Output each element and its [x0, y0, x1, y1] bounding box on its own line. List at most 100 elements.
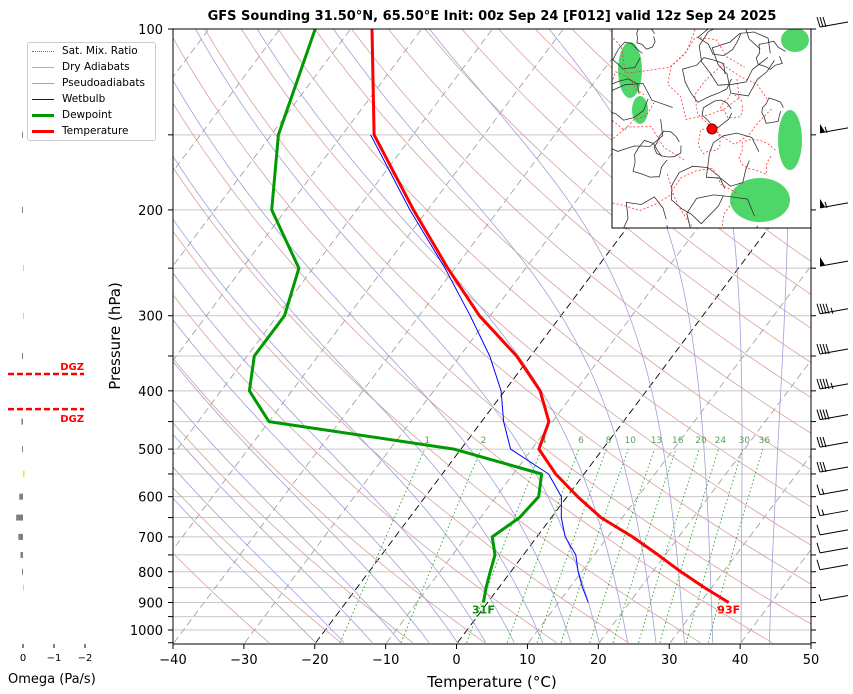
wind-barb-staff: [819, 547, 849, 554]
wind-barb-staff: [819, 348, 849, 355]
wind-barbs: [816, 16, 849, 601]
wind-barb-half: [821, 509, 825, 516]
wind-barb-staff: [819, 529, 849, 536]
wind-barb-staff: [819, 466, 849, 473]
wind-barb: [816, 343, 849, 355]
legend-item: Dry Adiabats: [32, 59, 155, 75]
wind-barb-full: [825, 409, 830, 420]
map-thickness-contour: [612, 71, 655, 131]
omega-bar: [18, 533, 23, 540]
wind-barb-staff: [819, 564, 849, 571]
y-axis-label: Pressure (hPa): [106, 282, 124, 390]
omega-bar: [22, 131, 23, 138]
pseudoadiabat: [173, 272, 487, 643]
omega-bar: [23, 584, 24, 591]
wind-barb-full: [816, 409, 821, 420]
inset-map: [612, 29, 811, 228]
mixing-ratio-line: [685, 448, 744, 643]
wind-barb-full: [816, 461, 821, 473]
legend-label: Dewpoint: [62, 109, 112, 121]
x-tick-label: 40: [732, 653, 749, 668]
omega-tick-label: −2: [78, 653, 93, 664]
mixing-ratio-label: 24: [715, 436, 727, 446]
omega-bar: [16, 514, 23, 521]
y-tick-label: 500: [138, 443, 163, 458]
wind-barb: [816, 436, 849, 448]
isotherm: [669, 454, 811, 643]
y-tick-label: 900: [138, 596, 163, 611]
pseudoadiabat: [429, 29, 685, 643]
plot-frame: [172, 28, 812, 645]
wind-barb-staff: [819, 21, 849, 28]
omega-bar: [19, 493, 23, 500]
legend-item: Dewpoint: [32, 107, 155, 123]
wind-barb-full: [822, 343, 827, 355]
wind-barb: [819, 198, 849, 209]
y-tick-label: 400: [138, 385, 163, 400]
wind-barb: [816, 409, 849, 421]
mixing-ratio-line: [339, 448, 426, 643]
omega-bar: [22, 446, 23, 453]
mixing-ratio-label: 13: [651, 436, 662, 446]
omega-axis-label: Omega (Pa/s): [8, 672, 96, 687]
wind-barb-staff: [819, 308, 849, 315]
wind-barb-staff: [819, 595, 849, 601]
wind-barb: [816, 524, 849, 536]
pseudoadiabat: [769, 29, 789, 643]
map-pressure-contour: [755, 40, 786, 70]
pseudoadiabat: [548, 29, 714, 643]
precip-area: [730, 178, 790, 222]
wind-barb-full: [816, 303, 821, 314]
mixing-ratio-line: [707, 448, 764, 643]
pseudoadiabat: [173, 218, 515, 643]
legend-item: Wetbulb: [32, 91, 155, 107]
temperature-line: [370, 29, 730, 604]
isotherm: [598, 359, 811, 643]
wind-barb: [816, 505, 849, 517]
legend-swatch: [32, 82, 54, 84]
omega-tick-label: 0: [20, 653, 26, 664]
dry-adiabat: [173, 422, 414, 644]
pseudoadiabat: [173, 497, 316, 643]
wind-barb: [816, 461, 849, 473]
wind-barb: [816, 484, 849, 496]
wind-barb-full: [822, 303, 827, 314]
map-thickness-contour: [612, 126, 685, 212]
wind-barb-half: [824, 201, 828, 209]
wind-barb-full: [816, 436, 821, 448]
y-tick-label: 100: [138, 23, 163, 38]
legend-item: Pseudoadiabats: [32, 75, 155, 91]
mixing-ratio-label: 16: [672, 436, 684, 446]
dry-adiabat: [173, 294, 557, 644]
dry-adiabat: [173, 37, 811, 625]
isotherm: [173, 29, 281, 173]
legend-label: Pseudoadiabats: [62, 77, 145, 89]
wind-barb-staff: [819, 489, 849, 496]
y-tick-label: 1000: [130, 624, 163, 639]
map-pressure-contour: [682, 57, 732, 103]
surface-dewpoint-label: 31F: [472, 603, 495, 616]
mixing-ratio-line: [400, 448, 482, 643]
dry-adiabat: [204, 29, 811, 585]
legend-swatch: [32, 129, 54, 133]
map-thickness-contour: [667, 36, 745, 120]
map-pressure-contour: [636, 29, 656, 50]
wind-barb-full: [816, 542, 821, 554]
isotherm: [173, 29, 564, 551]
mixing-ratio-line: [659, 448, 720, 643]
map-thickness-contour: [671, 167, 737, 228]
mixing-ratio-label: 30: [739, 436, 751, 446]
wind-barb-staff: [819, 260, 849, 267]
highlight-isotherm: [457, 170, 811, 644]
wind-barb-full: [816, 16, 821, 28]
wind-barb-staff: [819, 414, 849, 421]
mixing-ratio-label: 36: [759, 436, 771, 446]
pseudoadiabat: [256, 29, 628, 643]
legend-label: Sat. Mix. Ratio: [62, 45, 138, 57]
map-thickness-contour: [738, 138, 776, 175]
pseudoadiabat: [173, 319, 458, 643]
omega-bar: [22, 568, 23, 575]
omega-bar: [23, 470, 25, 477]
dry-adiabat: [173, 102, 773, 644]
map-pressure-contour: [698, 29, 768, 86]
